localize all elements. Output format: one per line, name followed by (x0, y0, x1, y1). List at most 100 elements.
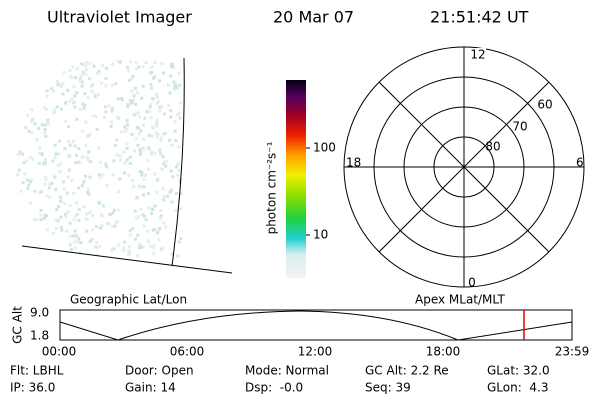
pixel (135, 195, 139, 199)
pixel (131, 75, 135, 78)
pixel (98, 176, 102, 180)
pixel (170, 143, 174, 147)
pixel (146, 229, 150, 233)
pixel (157, 100, 160, 103)
pixel (123, 161, 127, 165)
pixel (81, 102, 85, 106)
pixel (77, 237, 81, 241)
pixel (103, 105, 107, 109)
pixel (137, 65, 141, 69)
pixel (91, 214, 95, 218)
pixel (43, 157, 47, 161)
pixel (59, 85, 63, 89)
pixel (167, 103, 171, 107)
pixel (61, 82, 65, 86)
pixel (50, 182, 54, 185)
pixel (35, 218, 39, 221)
label-bg (470, 48, 486, 62)
pixel (90, 237, 94, 241)
pixel (24, 126, 28, 130)
pixel (72, 85, 76, 89)
pixel (149, 116, 153, 120)
pixel (127, 79, 131, 82)
pixel (51, 232, 55, 235)
pixel (42, 216, 46, 220)
pixel (33, 122, 37, 126)
pixel (33, 189, 37, 193)
pixel (44, 178, 48, 182)
pixel (62, 187, 66, 191)
pixel (64, 119, 68, 123)
pixel (142, 224, 146, 228)
pixel (152, 252, 156, 256)
pixel (153, 151, 157, 155)
pixel (80, 184, 84, 188)
pixel (67, 139, 70, 143)
pixel (89, 210, 93, 214)
pixel (73, 240, 77, 244)
pixel (159, 214, 163, 218)
pixel (132, 94, 136, 98)
pixel (78, 107, 82, 111)
pixel (87, 150, 91, 154)
pixel (160, 167, 164, 171)
pixel (158, 79, 161, 83)
pixel (111, 62, 115, 66)
pixel (169, 169, 173, 173)
pixel (128, 155, 132, 159)
pixel (140, 96, 144, 100)
pixel (54, 226, 58, 230)
pixel (168, 190, 172, 194)
pixel (58, 139, 62, 143)
pixel (134, 61, 138, 65)
pixel (71, 65, 75, 69)
info-field: Door: Open (125, 364, 194, 378)
pixel (146, 159, 150, 163)
lat-label: 60 (537, 98, 552, 112)
pixel (43, 182, 47, 186)
pixel (141, 245, 145, 249)
pixel (81, 70, 85, 74)
pixel (66, 175, 70, 179)
pixel (160, 136, 164, 140)
pixel (98, 245, 102, 249)
pixel (135, 216, 139, 220)
info-block: Flt: LBHL Door: Open Mode: Normal GC Alt: 2… (10, 364, 550, 395)
pixel (126, 69, 130, 73)
info-field: IP: 36.0 (10, 381, 55, 395)
pixel (177, 240, 181, 244)
pixel (44, 161, 47, 165)
pixel (147, 147, 151, 151)
pixel (99, 213, 103, 217)
pixel (159, 247, 163, 251)
pixel (63, 147, 67, 151)
pixel (112, 247, 116, 251)
pixel (148, 105, 152, 109)
pixel (174, 165, 178, 169)
pixel (84, 64, 88, 68)
pixel (155, 135, 159, 139)
pixel (89, 85, 93, 89)
pixel (140, 173, 144, 177)
pixel (68, 204, 72, 208)
pixel (85, 217, 89, 221)
pixel (162, 162, 166, 166)
pixel (80, 62, 84, 66)
pixel (146, 167, 150, 171)
pixel (51, 159, 55, 163)
pixel (30, 107, 34, 111)
pixel (135, 112, 139, 116)
pixel (111, 173, 115, 177)
pixel (136, 143, 140, 147)
pixel (130, 89, 134, 93)
pixel (126, 103, 130, 107)
pixel (43, 131, 47, 135)
pixel (153, 227, 157, 231)
pixel (31, 157, 35, 161)
pixel (57, 152, 61, 156)
pixel (116, 97, 120, 101)
pixel (174, 192, 178, 196)
pixel (88, 160, 92, 164)
pixel (97, 69, 101, 73)
pixel (162, 195, 166, 199)
